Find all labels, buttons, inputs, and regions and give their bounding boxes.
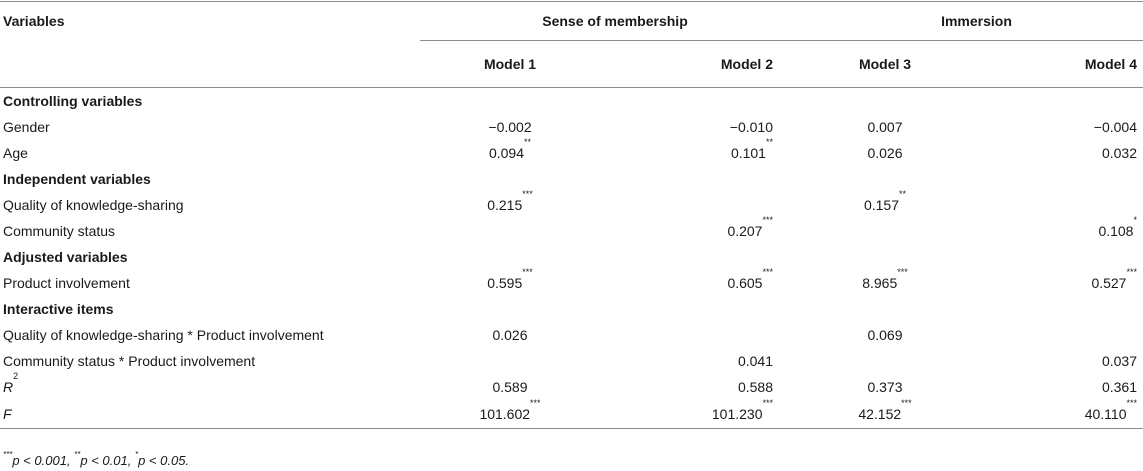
table-row: Quality of knowledge-sharing 0.215*** 0.15…: [0, 189, 1143, 218]
cell-model-3: 0.157**: [863, 189, 907, 213]
cell-model-1: [420, 348, 600, 374]
cell-model-3: [810, 348, 960, 374]
variable-label: F: [0, 400, 420, 429]
cell-model-3: [810, 296, 960, 322]
cell-model-1: [420, 244, 600, 270]
cell-model-2: [600, 244, 810, 270]
table-body: Controlling variables Gender −0.002 −0.010 0…: [0, 88, 1143, 429]
variable-label: Product involvement: [3, 275, 130, 291]
section-label: Independent variables: [3, 171, 151, 187]
cell-model-1: 0.595***: [487, 267, 533, 291]
cell-model-2: 101.230***: [600, 398, 810, 429]
cell-model-2: [600, 322, 810, 348]
cell-model-4: [960, 166, 1143, 192]
cell-model-4: [960, 322, 1143, 348]
model-header-4: Model 4: [960, 40, 1143, 88]
cell-model-4: 40.110***: [960, 398, 1143, 429]
section-label: Adjusted variables: [3, 249, 128, 265]
regression-table: Variables Sense of membership Immersion …: [0, 1, 1143, 429]
variable-label: Quality of knowledge-sharing: [3, 197, 184, 213]
cell-model-3: 0.373: [867, 379, 903, 395]
section-label: Controlling variables: [3, 93, 143, 109]
cell-model-2: [600, 296, 810, 322]
cell-model-4: 0.032: [1101, 145, 1137, 161]
cell-model-4: [960, 296, 1143, 322]
cell-model-3: [810, 218, 960, 244]
cell-model-3: 0.026: [867, 145, 903, 161]
variable-label: R2: [3, 371, 19, 395]
cell-model-3: 8.965***: [862, 267, 908, 291]
cell-model-2: [600, 88, 810, 115]
cell-model-1: [420, 296, 600, 322]
table-row: Community status * Product involvement 0.…: [0, 348, 1143, 374]
cell-model-2: 0.101**: [730, 137, 773, 161]
cell-model-1: 0.215***: [487, 189, 533, 213]
cell-model-3: 0.007: [867, 119, 903, 135]
cell-model-2: [600, 166, 810, 192]
variable-label: Quality of knowledge-sharing * Product i…: [3, 327, 324, 343]
cell-model-4: 0.037: [1101, 353, 1137, 369]
cell-model-1: 0.094**: [488, 137, 532, 161]
section-row: Controlling variables: [0, 88, 1143, 115]
cell-model-4: [960, 88, 1143, 115]
model-header-2: Model 2: [600, 40, 810, 88]
table-row: Gender −0.002 −0.010 0.007 −0.004: [0, 114, 1143, 140]
cell-model-1: [420, 166, 600, 192]
table-row: F 101.602*** 101.230*** 42.152*** 40.110***: [0, 398, 1143, 429]
cell-model-1: [420, 88, 600, 115]
section-row: Adjusted variables: [0, 244, 1143, 270]
cell-model-2: [600, 192, 810, 218]
empty-header-cell: [0, 40, 420, 88]
cell-model-1: 101.602***: [420, 398, 600, 429]
variable-label: Gender: [3, 119, 50, 135]
cell-model-2: 0.588: [737, 379, 773, 395]
cell-model-1: [420, 218, 600, 244]
cell-model-4: 0.527***: [1091, 267, 1137, 291]
cell-model-4: 0.108*: [1098, 215, 1137, 239]
group-header-immersion: Immersion: [810, 1, 1143, 41]
table-row: Community status 0.207*** 0.108*: [0, 215, 1143, 244]
variable-label: Community status * Product involvement: [3, 353, 256, 369]
table-row: Product involvement 0.595*** 0.605*** 8.965…: [0, 267, 1143, 296]
cell-model-2: 0.041: [737, 353, 773, 369]
model-header-3: Model 3: [810, 40, 960, 88]
variables-header: Variables: [0, 1, 420, 41]
significance-footnote: ***p < 0.001, **p < 0.01, *p < 0.05.: [3, 450, 190, 468]
cell-model-3: [810, 244, 960, 270]
cell-model-2: 0.605***: [727, 267, 773, 291]
cell-model-4: 0.361: [1101, 379, 1137, 395]
table-row: R2 0.589 0.588 0.373 0.361: [0, 371, 1143, 400]
section-label: Interactive items: [3, 301, 114, 317]
cell-model-4: −0.004: [1093, 119, 1137, 135]
cell-model-1: 0.589: [492, 379, 528, 395]
cell-model-2: −0.010: [729, 119, 773, 135]
cell-model-1: 0.026: [492, 327, 528, 343]
model-header-1: Model 1: [420, 40, 600, 88]
variable-label: Age: [3, 145, 28, 161]
variable-label: Community status: [3, 223, 116, 239]
section-row: Independent variables: [0, 166, 1143, 192]
table-row: Quality of knowledge-sharing * Product i…: [0, 322, 1143, 348]
cell-model-3: [810, 166, 960, 192]
section-row: Interactive items: [0, 296, 1143, 322]
cell-model-4: [960, 192, 1143, 218]
table-row: Age 0.094** 0.101** 0.026 0.032: [0, 137, 1143, 166]
cell-model-3: 42.152***: [810, 398, 960, 429]
header-row-models: Model 1 Model 2 Model 3 Model 4: [0, 40, 1143, 88]
cell-model-3: [810, 88, 960, 115]
cell-model-3: 0.069: [867, 327, 903, 343]
group-header-membership: Sense of membership: [420, 1, 810, 41]
header-row-groups: Variables Sense of membership Immersion: [0, 1, 1143, 41]
cell-model-1: −0.002: [488, 119, 532, 135]
cell-model-4: [960, 244, 1143, 270]
cell-model-2: 0.207***: [727, 215, 773, 239]
